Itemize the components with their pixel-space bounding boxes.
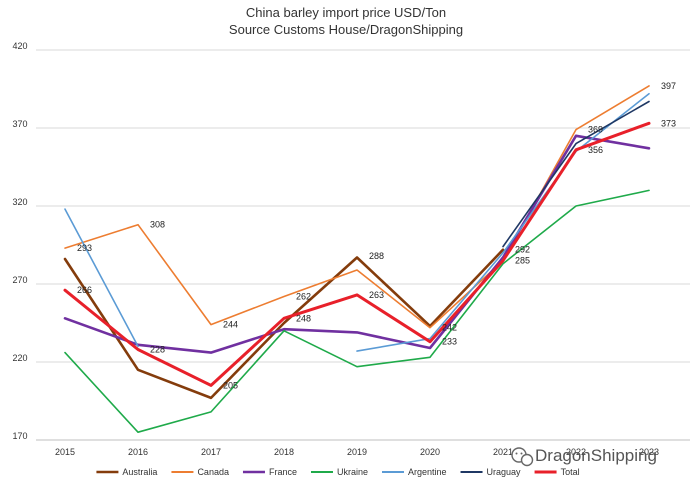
legend-label: Total — [561, 467, 580, 477]
legend-label: Ukraine — [337, 467, 368, 477]
y-tick-label: 170 — [12, 431, 27, 441]
y-tick-label: 370 — [12, 119, 27, 129]
x-tick-label: 2019 — [347, 447, 367, 457]
data-label: 228 — [150, 345, 165, 355]
data-label: 242 — [442, 323, 457, 333]
data-label: 233 — [442, 337, 457, 347]
series-line-australia — [63, 248, 505, 400]
legend-item-australia: Australia — [96, 467, 157, 477]
legend-item-canada: Canada — [171, 467, 229, 477]
y-axis-ticks: 170 220 270 320 370 420 — [12, 41, 27, 441]
data-label: 308 — [150, 220, 165, 230]
data-label: 248 — [296, 313, 311, 323]
series-line-uraguay — [502, 100, 650, 248]
wechat-icon — [511, 447, 534, 467]
x-tick-label: 2017 — [201, 447, 221, 457]
legend-label: Canada — [197, 467, 229, 477]
legend: Australia Canada France Ukraine Argentine Ura… — [96, 467, 580, 477]
gridlines — [36, 49, 690, 441]
y-tick-label: 220 — [12, 353, 27, 363]
data-label: 356 — [588, 145, 603, 155]
series-line-total — [63, 121, 651, 387]
x-tick-label: 2021 — [493, 447, 513, 457]
series-line-canada — [64, 85, 650, 329]
data-label: 397 — [661, 81, 676, 91]
data-label: 205 — [223, 380, 238, 390]
y-tick-label: 270 — [12, 275, 27, 285]
legend-label: Australia — [122, 467, 157, 477]
data-label: 373 — [661, 118, 676, 128]
x-tick-label: 2020 — [420, 447, 440, 457]
x-axis-ticks: 2015 2016 2017 2018 2019 2020 2021 2022 2023 — [55, 447, 659, 457]
x-tick-label: 2018 — [274, 447, 294, 457]
y-tick-label: 420 — [12, 41, 27, 51]
chart-title: China barley import price USD/Ton — [246, 5, 446, 20]
legend-item-total: Total — [534, 467, 580, 477]
data-labels: 293 266 308 228 244 205 262 248 288 263 242 233 2922… — [77, 81, 676, 391]
data-label: 266 — [77, 285, 92, 295]
series-lines — [63, 85, 651, 433]
data-label: 285 — [515, 256, 530, 266]
legend-label: Argentine — [408, 467, 447, 477]
series-line-argentine — [64, 92, 650, 352]
watermark: DragonShipping — [511, 446, 657, 467]
data-label: 263 — [369, 290, 384, 300]
data-label: 244 — [223, 320, 238, 330]
legend-item-ukraine: Ukraine — [310, 467, 368, 477]
legend-label: Uraguay — [487, 467, 522, 477]
data-label: 293 — [77, 243, 92, 253]
legend-label: France — [269, 467, 297, 477]
watermark-text: DragonShipping — [535, 446, 657, 465]
legend-item-uraguay: Uraguay — [460, 467, 522, 477]
x-tick-label: 2023 — [639, 447, 659, 457]
series-line-ukraine — [64, 189, 650, 433]
legend-item-argentine: Argentine — [382, 467, 447, 477]
data-label: 292 — [515, 245, 530, 255]
data-label: 262 — [296, 291, 311, 301]
data-label: 288 — [369, 251, 384, 261]
series-line-france — [63, 134, 651, 354]
x-tick-label: 2022 — [566, 447, 586, 457]
chart-subtitle: Source Customs House/DragonShipping — [229, 22, 463, 37]
x-tick-label: 2015 — [55, 447, 75, 457]
legend-item-france: France — [242, 467, 297, 477]
x-tick-label: 2016 — [128, 447, 148, 457]
y-tick-label: 320 — [12, 197, 27, 207]
data-label: 369 — [588, 125, 603, 135]
